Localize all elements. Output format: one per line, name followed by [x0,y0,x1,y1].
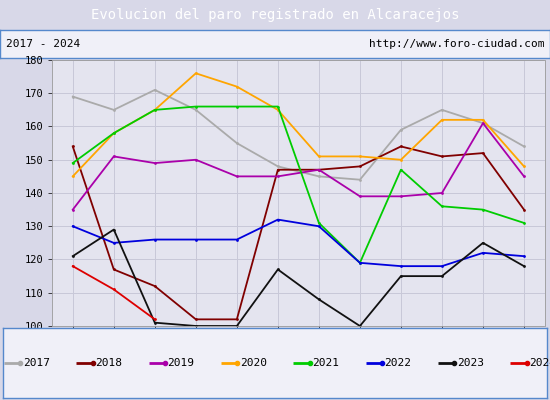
Text: 2019: 2019 [168,358,195,368]
Text: Evolucion del paro registrado en Alcaracejos: Evolucion del paro registrado en Alcarac… [91,8,459,22]
Text: 2024: 2024 [529,358,550,368]
Text: http://www.foro-ciudad.com: http://www.foro-ciudad.com [369,39,544,49]
Text: 2020: 2020 [240,358,267,368]
Text: 2018: 2018 [95,358,122,368]
Text: 2017 - 2024: 2017 - 2024 [6,39,80,49]
Text: 2023: 2023 [457,358,484,368]
Text: 2017: 2017 [23,358,50,368]
Text: 2022: 2022 [384,358,411,368]
Text: 2021: 2021 [312,358,339,368]
